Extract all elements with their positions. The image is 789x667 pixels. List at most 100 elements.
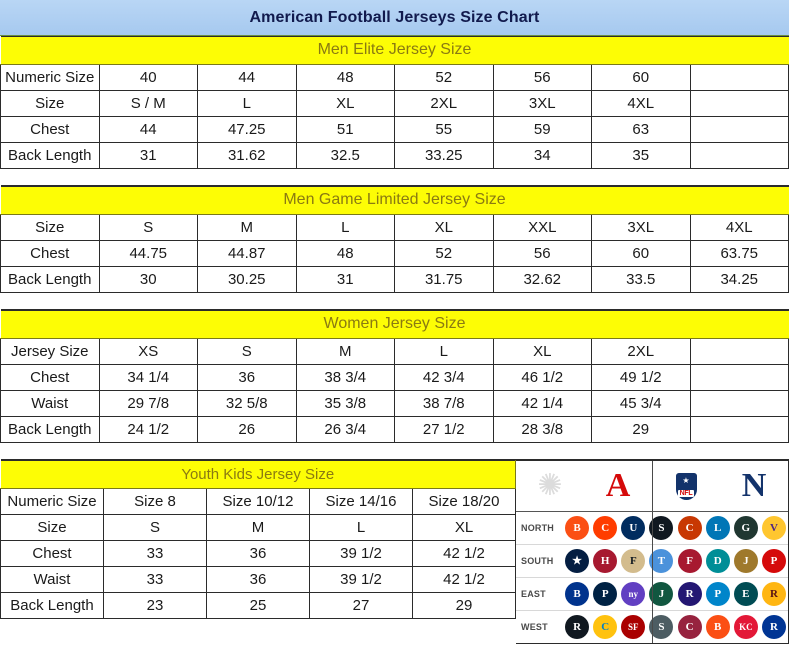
team-logo-tennessee-titans[interactable]: T [649,549,674,573]
cell: 36 [206,540,310,567]
cell: 36 [206,566,310,593]
cell: 48 [295,64,395,91]
team-logo-minnesota-vikings[interactable]: V [761,516,786,540]
team-logo-cincinnati-bengals[interactable]: B [565,516,590,540]
team-logo-jacksonville-jaguars[interactable]: J [733,549,758,573]
team-logo-seattle-seahawks[interactable]: S [649,615,674,639]
division-row-north: NORTH B C U S C L G V [516,512,788,545]
cell: XL [295,90,395,117]
cell: 56 [492,64,592,91]
chart-title-bar: American Football Jerseys Size Chart [0,0,789,36]
team-logo-miami-dolphins[interactable]: D [705,549,730,573]
cell: 3XL [591,214,691,241]
row-label: Numeric Size [0,64,100,91]
afc-teams: R C SF S [563,615,676,639]
row-label: Jersey Size [0,338,100,365]
team-logo-baltimore-ravens[interactable]: R [677,582,702,606]
team-logo-new-england-patriots[interactable]: P [593,582,618,606]
nfc-teams: C B KC R [676,615,789,639]
cell: 33.25 [394,142,494,169]
team-logo-cleveland-browns[interactable]: C [593,516,618,540]
team-logo-chicago-bears[interactable]: C [677,516,702,540]
cell: 31 [295,266,395,293]
team-logo-atlanta-falcons[interactable]: F [677,549,702,573]
cell: M [295,338,395,365]
division-row-east: EAST B P ny J R P E R [516,578,788,611]
table-row: Waist 33 36 39 1/2 42 1/2 [0,566,516,593]
banner-label-youth-kids: Youth Kids Jersey Size [0,460,516,489]
team-logo-green-bay-packers[interactable]: G [733,516,758,540]
nfl-shield-cell: ★ NFL [652,472,720,500]
table-men-game-limited: Men Game Limited Jersey Size Size S M L … [0,186,789,310]
cell: XL [394,214,494,241]
afc-teams: B C U S [563,516,676,540]
cell: Size 14/16 [309,488,413,515]
team-logo-los-angeles-chargers[interactable]: C [593,615,618,639]
cell: S [197,338,297,365]
team-logo-detroit-lions[interactable]: L [705,516,730,540]
team-logo-houston-texans[interactable]: H [593,549,618,573]
table-row: Size S M L XL XXL 3XL 4XL [0,214,789,241]
sunburst-icon: ✺ [537,469,563,502]
team-logo-oakland-raiders[interactable]: R [565,615,590,639]
cell: 3XL [492,90,592,117]
banner-men-elite: Men Elite Jersey Size [0,36,789,65]
table-row: Jersey Size XS S M L XL 2XL [0,338,789,365]
team-logo-new-orleans-saints[interactable]: F [621,549,646,573]
cell: 4XL [591,90,691,117]
cell-empty [689,90,789,117]
table-spacer [0,442,789,460]
cell: XXL [492,214,592,241]
cell: 39 1/2 [309,540,413,567]
team-logo-carolina-panthers[interactable]: P [705,582,730,606]
table-women: Women Jersey Size Jersey Size XS S M L X… [0,310,789,460]
cell: 28 3/8 [492,416,592,443]
cell: 45 3/4 [591,390,691,417]
team-logo-washington-redskins[interactable]: R [761,582,786,606]
nfc-logo-icon: N [741,467,767,504]
team-logo-denver-broncos[interactable]: B [705,615,730,639]
cell: 49 1/2 [591,364,691,391]
team-logo-kansas-city-chiefs[interactable]: KC [733,615,758,639]
team-logo-pittsburgh-steelers[interactable]: S [649,516,674,540]
cell: M [197,214,297,241]
team-logo-los-angeles-rams[interactable]: R [761,615,786,639]
team-logo-indianapolis-colts[interactable]: U [621,516,646,540]
team-logo-arizona-cardinals[interactable]: C [677,615,702,639]
cell: XL [412,514,516,541]
cell: 60 [591,64,691,91]
cell-empty [689,116,789,143]
team-logo-tampa-bay-buccaneers[interactable]: P [761,549,786,573]
team-logo-philadelphia-eagles[interactable]: E [733,582,758,606]
team-logo-dallas-cowboys[interactable]: ★ [565,549,590,573]
cell: 36 [197,364,297,391]
team-logo-new-york-giants[interactable]: ny [621,582,646,606]
cell: M [206,514,310,541]
cell: L [309,514,413,541]
afc-teams: ★ H F T [563,549,676,573]
row-label: Back Length [0,416,100,443]
cell: L [197,90,297,117]
cell: 59 [492,116,592,143]
cell: 27 [309,592,413,619]
cell-empty [689,142,789,169]
cell: 38 3/4 [295,364,395,391]
cell: 27 1/2 [394,416,494,443]
cell-empty [689,338,789,365]
cell: Size 8 [103,488,207,515]
cell: 52 [394,64,494,91]
table-spacer [0,168,789,186]
nfl-logo-panel: ✺ A ★ NFL N NORTH [516,460,789,644]
row-label: Chest [0,116,100,143]
row-label: Size [0,214,100,241]
team-logo-buffalo-bills[interactable]: B [565,582,590,606]
cell: 32.62 [492,266,592,293]
table-row: Chest 44.75 44.87 48 52 56 60 63.75 [0,240,789,267]
cell: 44 [98,116,198,143]
team-logo-san-francisco-49ers[interactable]: SF [621,615,646,639]
cell: S [103,514,207,541]
cell: 48 [295,240,395,267]
banner-label-men-elite: Men Elite Jersey Size [0,36,789,65]
team-logo-new-york-jets[interactable]: J [649,582,674,606]
